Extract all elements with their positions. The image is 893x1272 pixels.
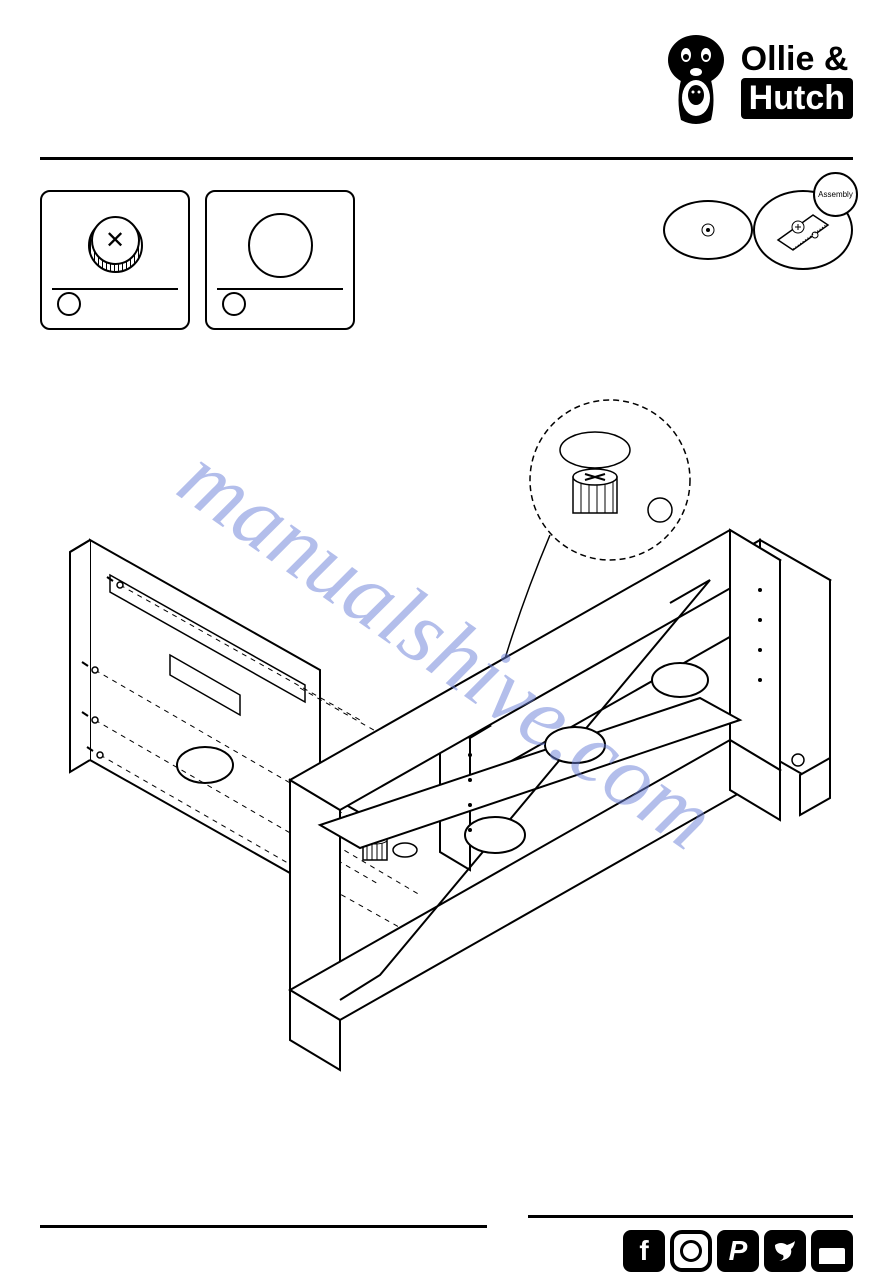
facebook-icon: f xyxy=(623,1230,665,1272)
furniture-illustration xyxy=(40,360,853,1080)
part-qty-circle xyxy=(222,292,246,316)
assembly-badge: Assembly xyxy=(813,172,858,217)
brand-line2: Hutch xyxy=(741,78,853,119)
main-assembly-diagram: manualshive.com xyxy=(40,360,853,1080)
back-panel xyxy=(70,540,320,890)
camlock-visual: ✕ xyxy=(88,202,143,288)
part-qty-circle xyxy=(57,292,81,316)
dog-icon xyxy=(661,30,731,130)
cross-icon: ✕ xyxy=(105,226,125,255)
footer-rule-right xyxy=(528,1215,853,1218)
part-card-camlock: ✕ xyxy=(40,190,190,330)
instagram-icon xyxy=(670,1230,712,1272)
brand-logo: Ollie & Hutch xyxy=(661,30,853,130)
footer-rule-left xyxy=(40,1225,487,1228)
brand-text: Ollie & Hutch xyxy=(741,41,853,120)
pinterest-icon: P xyxy=(717,1230,759,1272)
generic-social-icon xyxy=(811,1230,853,1272)
part-card-cover xyxy=(205,190,355,330)
cover-visual xyxy=(248,202,313,288)
camlock-icon: ✕ xyxy=(88,218,143,273)
furniture-body xyxy=(290,530,830,1070)
brand-line1: Ollie & xyxy=(741,41,853,78)
page-footer: f P xyxy=(40,1215,853,1233)
cover-icon xyxy=(248,213,313,278)
part-label-1 xyxy=(52,288,178,318)
instagram-inner-icon xyxy=(680,1240,702,1262)
detail-callouts: Assembly xyxy=(663,190,853,270)
page-header: Ollie & Hutch xyxy=(40,30,853,160)
part-label-2 xyxy=(217,288,343,318)
parts-row: ✕ xyxy=(40,190,853,330)
twitter-icon xyxy=(764,1230,806,1272)
detail-ellipse-1 xyxy=(663,200,753,260)
social-icons-row: f P xyxy=(623,1230,853,1272)
